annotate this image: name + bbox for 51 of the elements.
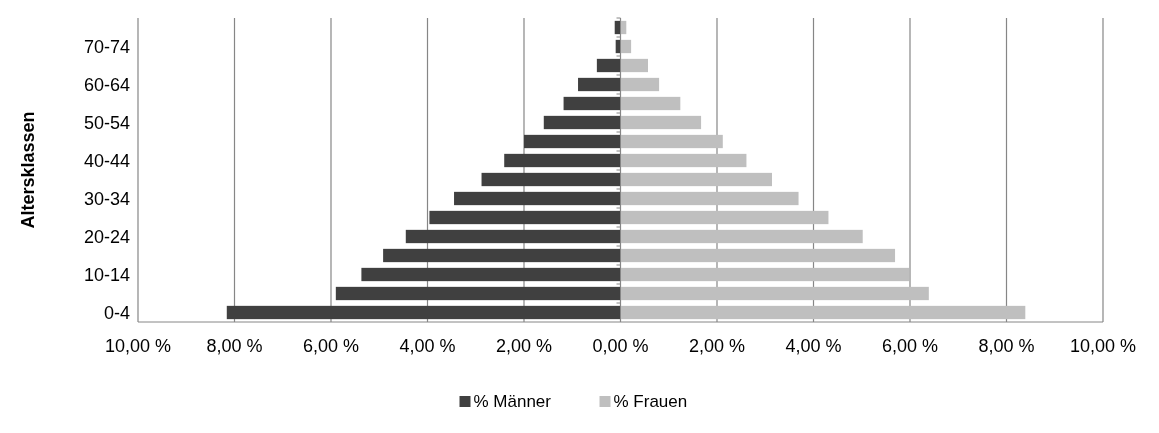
x-tick-label: 10,00 % bbox=[1069, 336, 1137, 356]
y-tick-label: 60-64 bbox=[83, 74, 130, 95]
bar bbox=[405, 229, 621, 244]
bar bbox=[620, 39, 632, 54]
y-axis-title: Altersklassen bbox=[18, 111, 38, 229]
x-tick-label: 8,00 % bbox=[206, 336, 263, 356]
bar bbox=[383, 248, 621, 263]
bar bbox=[620, 210, 829, 225]
y-tick-label: 0-4 bbox=[103, 302, 130, 323]
y-tick-label: 40-44 bbox=[83, 150, 130, 171]
bar bbox=[620, 191, 799, 206]
bar bbox=[226, 305, 621, 320]
x-tick-label: 6,00 % bbox=[881, 336, 939, 356]
legend-label: % Männer bbox=[473, 392, 552, 411]
bar bbox=[620, 96, 681, 111]
y-tick-label: 50-54 bbox=[83, 112, 130, 133]
bar bbox=[361, 267, 621, 282]
x-tick-label: 4,00 % bbox=[399, 336, 456, 356]
y-tick-label: 10-14 bbox=[83, 264, 130, 285]
bar bbox=[620, 305, 1026, 320]
bar bbox=[504, 153, 621, 168]
bar bbox=[524, 134, 621, 149]
bar bbox=[620, 248, 896, 263]
y-tick-label: 30-34 bbox=[83, 188, 130, 209]
x-tick-label: 6,00 % bbox=[302, 336, 360, 356]
x-tick-label: 2,00 % bbox=[495, 336, 553, 356]
bar bbox=[620, 115, 702, 130]
x-tick-label: 4,00 % bbox=[785, 336, 842, 356]
bar bbox=[335, 286, 621, 301]
bar bbox=[429, 210, 621, 225]
bar bbox=[620, 153, 747, 168]
bar bbox=[620, 229, 863, 244]
x-tick-label: 0,00 % bbox=[592, 336, 649, 356]
bar bbox=[620, 134, 723, 149]
bar bbox=[563, 96, 621, 111]
x-tick-label: 2,00 % bbox=[688, 336, 746, 356]
legend-label: % Frauen bbox=[613, 392, 688, 411]
bar bbox=[454, 191, 621, 206]
bar bbox=[620, 58, 648, 73]
y-tick-label: 70-74 bbox=[83, 36, 130, 57]
bar bbox=[620, 172, 773, 187]
bar bbox=[543, 115, 621, 130]
bar bbox=[620, 286, 929, 301]
bar bbox=[620, 267, 910, 282]
bar bbox=[481, 172, 621, 187]
bar bbox=[596, 58, 621, 73]
x-tick-label: 8,00 % bbox=[978, 336, 1035, 356]
y-tick-label: 20-24 bbox=[83, 226, 130, 247]
bar bbox=[620, 77, 660, 92]
x-tick-label: 10,00 % bbox=[104, 336, 172, 356]
bar bbox=[578, 77, 621, 92]
